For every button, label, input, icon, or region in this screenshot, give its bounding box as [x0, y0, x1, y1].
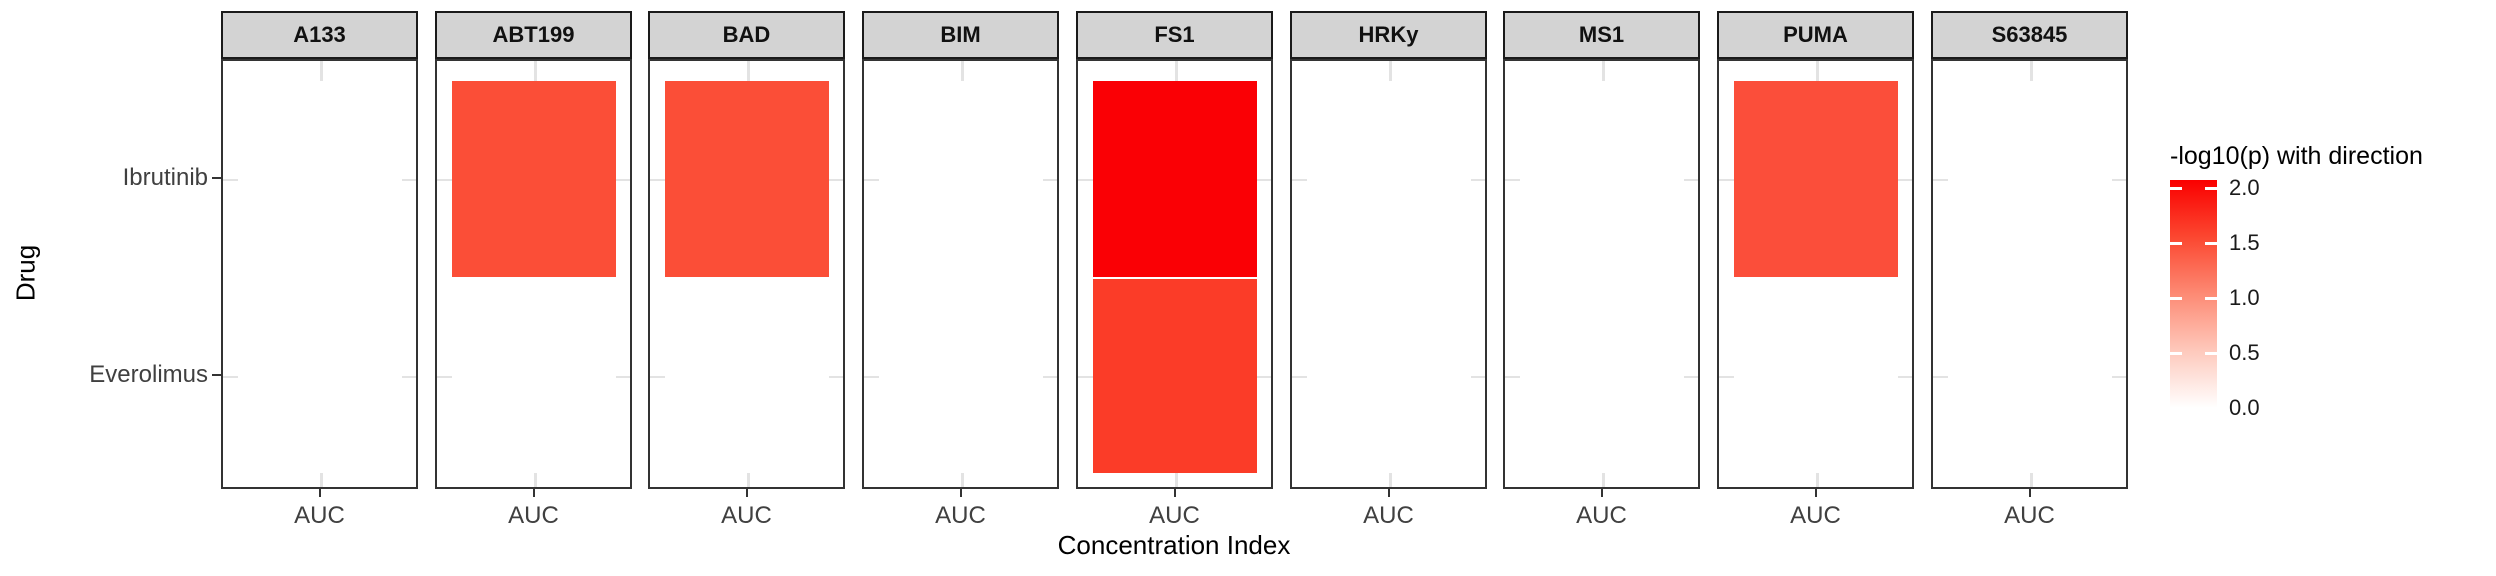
x-axis-tick: [959, 489, 962, 497]
facet-strip: S63845: [1931, 11, 2128, 59]
colorbar-tick: [2205, 186, 2217, 190]
legend-tick-label: 0.5: [2229, 340, 2260, 365]
heatmap-tile: [1306, 81, 1471, 279]
x-tick-label: AUC: [1149, 502, 1200, 529]
facet-strip: BAD: [648, 11, 845, 59]
x-tick-label: AUC: [1363, 502, 1414, 529]
facet-strip: FS1: [1076, 11, 1273, 59]
heatmap-tile: [237, 81, 402, 279]
heatmap-tile: [1733, 81, 1898, 279]
facet-strip-label: HRKy: [1358, 22, 1419, 47]
x-tick-label: AUC: [2004, 502, 2055, 529]
facet-panel: [1076, 59, 1273, 489]
colorbar-tick: [2205, 241, 2217, 245]
legend-tick-label: 0.0: [2229, 395, 2260, 420]
facet-panel: [435, 59, 632, 489]
legend-tick-label: 1.5: [2229, 230, 2260, 255]
x-tick-label: AUC: [1576, 502, 1627, 529]
facet-strip-label: PUMA: [1783, 22, 1848, 47]
facet-strip-label: BIM: [940, 22, 981, 47]
y-axis-tick: [212, 374, 221, 376]
heatmap-tile: [664, 278, 829, 473]
heatmap-tile: [1306, 278, 1471, 473]
facet-strip: HRKy: [1290, 11, 1487, 59]
heatmap-tile: [1519, 81, 1684, 279]
facet-panel: [648, 59, 845, 489]
heatmap-tile: [1733, 278, 1898, 473]
facet-panel: [1717, 59, 1914, 489]
x-axis-title: Concentration Index: [1057, 530, 1291, 560]
x-tick-label: AUC: [935, 502, 986, 529]
facet-strip-label: MS1: [1578, 22, 1625, 47]
heatmap-tile: [1092, 278, 1257, 473]
colorbar-tick: [2170, 296, 2182, 300]
colorbar-tick: [2170, 351, 2182, 355]
x-axis-tick: [1173, 489, 1176, 497]
heatmap-tile: [878, 278, 1043, 473]
facet-strip: ABT199: [435, 11, 632, 59]
facet-panel: [1290, 59, 1487, 489]
legend-tick-label: 2.0: [2229, 175, 2260, 200]
colorbar-gradient: [2170, 180, 2217, 408]
facet-panel: [1931, 59, 2128, 489]
colorbar-tick: [2205, 351, 2217, 355]
facet-strip-label: FS1: [1154, 22, 1195, 47]
colorbar-tick: [2170, 186, 2182, 190]
x-axis-tick: [1814, 489, 1817, 497]
x-axis-tick: [2028, 489, 2031, 497]
colorbar-tick: [2170, 241, 2182, 245]
heatmap-tile: [878, 81, 1043, 279]
legend-title: -log10(p) with direction: [2170, 142, 2423, 170]
heatmap-tile: [1092, 81, 1257, 279]
x-axis-tick: [318, 489, 321, 497]
y-tick-label: Everolimus: [89, 361, 208, 388]
facet-strip-label: BAD: [722, 22, 771, 47]
facet-strip: A133: [221, 11, 418, 59]
y-axis-title: Drug: [10, 244, 41, 302]
x-axis-tick: [745, 489, 748, 497]
heatmap-tile: [451, 81, 616, 279]
facet-panel: [221, 59, 418, 489]
facet-strip: MS1: [1503, 11, 1700, 59]
x-axis-tick: [1600, 489, 1603, 497]
heatmap-tile: [1519, 278, 1684, 473]
x-axis-tick: [1387, 489, 1390, 497]
heatmap-tile: [664, 81, 829, 279]
facet-strip-label: ABT199: [492, 22, 575, 47]
facet-panel: [862, 59, 1059, 489]
legend-tick-label: 1.0: [2229, 285, 2260, 310]
x-axis-tick: [532, 489, 535, 497]
heatmap-tile: [237, 278, 402, 473]
x-tick-label: AUC: [508, 502, 559, 529]
y-tick-label: Ibrutinib: [122, 164, 208, 191]
y-axis-tick: [212, 177, 221, 179]
x-tick-label: AUC: [721, 502, 772, 529]
x-tick-label: AUC: [1790, 502, 1841, 529]
heatmap-tile: [1947, 278, 2112, 473]
colorbar-tick: [2205, 406, 2217, 410]
colorbar-tick: [2170, 406, 2182, 410]
x-tick-label: AUC: [294, 502, 345, 529]
facet-strip-label: A133: [293, 22, 346, 47]
facet-strip: PUMA: [1717, 11, 1914, 59]
colorbar-tick: [2205, 296, 2217, 300]
heatmap-tile: [1947, 81, 2112, 279]
facet-strip: BIM: [862, 11, 1059, 59]
heatmap-tile: [451, 278, 616, 473]
facet-panel: [1503, 59, 1700, 489]
facet-strip-label: S63845: [1991, 22, 2068, 47]
